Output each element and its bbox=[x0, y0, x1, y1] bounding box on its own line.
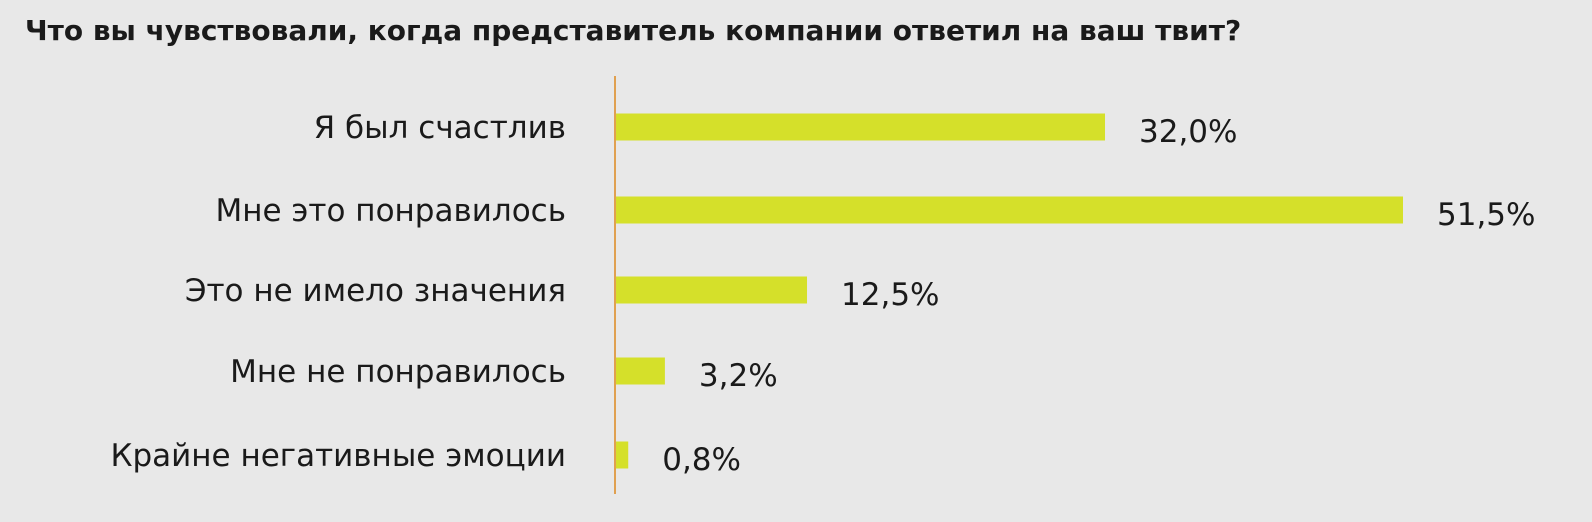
value-label-4: 3,2% bbox=[699, 358, 778, 394]
category-label-3: Это не имело значения bbox=[185, 273, 566, 309]
value-label-3: 12,5% bbox=[841, 277, 939, 313]
value-label-2: 51,5% bbox=[1437, 197, 1535, 233]
chart-title: Что вы чувствовали, когда представитель … bbox=[25, 14, 1242, 47]
bar-3 bbox=[616, 276, 808, 304]
bar-2 bbox=[616, 196, 1403, 224]
category-label-1: Я был счастлив bbox=[314, 110, 566, 146]
bar-1 bbox=[616, 113, 1106, 141]
category-label-4: Мне не понравилось bbox=[230, 354, 566, 390]
category-label-2: Мне это понравилось bbox=[215, 193, 566, 229]
bar-5 bbox=[616, 441, 629, 469]
category-label-5: Крайне негативные эмоции bbox=[110, 438, 566, 474]
bar-4 bbox=[616, 357, 665, 385]
value-label-1: 32,0% bbox=[1139, 114, 1237, 150]
bars-layer bbox=[616, 113, 1403, 469]
labels-layer: Я был счастлив 32,0% Мне это понравилось 51… bbox=[110, 110, 1535, 478]
value-label-5: 0,8% bbox=[662, 442, 741, 478]
